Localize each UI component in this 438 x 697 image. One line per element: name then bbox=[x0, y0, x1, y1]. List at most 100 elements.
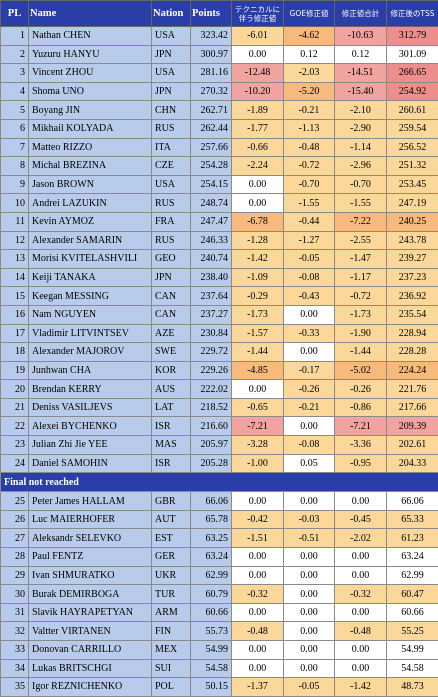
nation-cell: GEO bbox=[152, 250, 191, 269]
technical-adjustment-cell: -0.29 bbox=[232, 287, 284, 306]
points-cell: 60.79 bbox=[191, 585, 232, 604]
nation-cell: UKR bbox=[152, 566, 191, 585]
nation-cell: AUT bbox=[152, 510, 191, 529]
technical-adjustment-cell: -0.66 bbox=[232, 138, 284, 157]
nation-cell: RUS bbox=[152, 119, 191, 138]
nation-cell: CZE bbox=[152, 157, 191, 176]
goe-adjustment-cell: -2.03 bbox=[284, 64, 335, 83]
total-adjustment-cell: 0.00 bbox=[335, 603, 387, 622]
goe-adjustment-cell: -1.13 bbox=[284, 119, 335, 138]
technical-adjustment-cell: -6.01 bbox=[232, 27, 284, 46]
technical-adjustment-cell: 0.00 bbox=[232, 566, 284, 585]
skater-name-cell: Lukas BRITSCHGI bbox=[29, 659, 152, 678]
placement-cell: 6 bbox=[1, 119, 29, 138]
points-cell: 247.47 bbox=[191, 212, 232, 231]
technical-adjustment-cell: 0.00 bbox=[232, 548, 284, 567]
adjusted-tss-cell: 62.99 bbox=[387, 566, 438, 585]
skater-name-cell: Alexander MAJOROV bbox=[29, 343, 152, 362]
technical-adjustment-cell: 0.00 bbox=[232, 659, 284, 678]
technical-adjustment-cell: -3.28 bbox=[232, 436, 284, 455]
placement-cell: 33 bbox=[1, 641, 29, 660]
skater-name-cell: Peter James HALLAM bbox=[29, 492, 152, 511]
adjusted-tss-cell: 224.24 bbox=[387, 361, 438, 380]
technical-adjustment-cell: -1.51 bbox=[232, 529, 284, 548]
adjusted-tss-cell: 217.66 bbox=[387, 398, 438, 417]
adjusted-tss-cell: 240.25 bbox=[387, 212, 438, 231]
goe-adjustment-cell: -1.27 bbox=[284, 231, 335, 250]
total-adjustment-cell: -0.86 bbox=[335, 398, 387, 417]
skater-name-cell: Nathan CHEN bbox=[29, 27, 152, 46]
adjusted-tss-cell: 54.58 bbox=[387, 659, 438, 678]
placement-cell: 16 bbox=[1, 305, 29, 324]
placement-cell: 18 bbox=[1, 343, 29, 362]
total-adjustment-cell: -0.70 bbox=[335, 175, 387, 194]
total-adjustment-cell: 0.12 bbox=[335, 45, 387, 64]
adjusted-tss-cell: 60.66 bbox=[387, 603, 438, 622]
goe-adjustment-cell: -0.08 bbox=[284, 436, 335, 455]
skater-name-cell: Brendan KERRY bbox=[29, 380, 152, 399]
skater-name-cell: Slavik HAYRAPETYAN bbox=[29, 603, 152, 622]
placement-cell: 12 bbox=[1, 231, 29, 250]
placement-cell: 13 bbox=[1, 250, 29, 269]
nation-cell: RUS bbox=[152, 194, 191, 213]
points-cell: 66.06 bbox=[191, 492, 232, 511]
header-points: Points bbox=[191, 1, 232, 27]
goe-adjustment-cell: 0.00 bbox=[284, 305, 335, 324]
points-cell: 281.16 bbox=[191, 64, 232, 83]
total-adjustment-cell: 0.00 bbox=[335, 566, 387, 585]
total-adjustment-cell: 0.00 bbox=[335, 641, 387, 660]
adjusted-tss-cell: 54.99 bbox=[387, 641, 438, 660]
points-cell: 323.42 bbox=[191, 27, 232, 46]
total-adjustment-cell: -15.40 bbox=[335, 82, 387, 101]
nation-cell: AZE bbox=[152, 324, 191, 343]
goe-adjustment-cell: -5.20 bbox=[284, 82, 335, 101]
placement-cell: 32 bbox=[1, 622, 29, 641]
technical-adjustment-cell: -0.42 bbox=[232, 510, 284, 529]
points-cell: 229.26 bbox=[191, 361, 232, 380]
nation-cell: RUS bbox=[152, 231, 191, 250]
header-nation: Nation bbox=[152, 1, 191, 27]
total-adjustment-cell: -1.17 bbox=[335, 268, 387, 287]
placement-cell: 1 bbox=[1, 27, 29, 46]
points-cell: 300.97 bbox=[191, 45, 232, 64]
placement-cell: 20 bbox=[1, 380, 29, 399]
goe-adjustment-cell: 0.00 bbox=[284, 659, 335, 678]
adjusted-tss-cell: 254.92 bbox=[387, 82, 438, 101]
skater-name-cell: Julian Zhi Jie YEE bbox=[29, 436, 152, 455]
total-adjustment-cell: -1.55 bbox=[335, 194, 387, 213]
points-cell: 55.73 bbox=[191, 622, 232, 641]
nation-cell: JPN bbox=[152, 82, 191, 101]
nation-cell: ITA bbox=[152, 138, 191, 157]
points-cell: 230.84 bbox=[191, 324, 232, 343]
header-total-adjustment: 修正値合計 bbox=[335, 1, 387, 27]
nation-cell: AUS bbox=[152, 380, 191, 399]
nation-cell: JPN bbox=[152, 45, 191, 64]
placement-cell: 21 bbox=[1, 398, 29, 417]
header-pl: PL bbox=[1, 1, 29, 27]
total-adjustment-cell: -1.14 bbox=[335, 138, 387, 157]
adjusted-tss-cell: 221.76 bbox=[387, 380, 438, 399]
technical-adjustment-cell: 0.00 bbox=[232, 45, 284, 64]
skater-name-cell: Morisi KVITELASHVILI bbox=[29, 250, 152, 269]
placement-cell: 7 bbox=[1, 138, 29, 157]
nation-cell: USA bbox=[152, 64, 191, 83]
adjusted-tss-cell: 259.54 bbox=[387, 119, 438, 138]
goe-adjustment-cell: 0.00 bbox=[284, 343, 335, 362]
adjusted-tss-cell: 312.79 bbox=[387, 27, 438, 46]
goe-adjustment-cell: -0.26 bbox=[284, 380, 335, 399]
total-adjustment-cell: -1.73 bbox=[335, 305, 387, 324]
technical-adjustment-cell: -0.65 bbox=[232, 398, 284, 417]
goe-adjustment-cell: 0.05 bbox=[284, 454, 335, 473]
